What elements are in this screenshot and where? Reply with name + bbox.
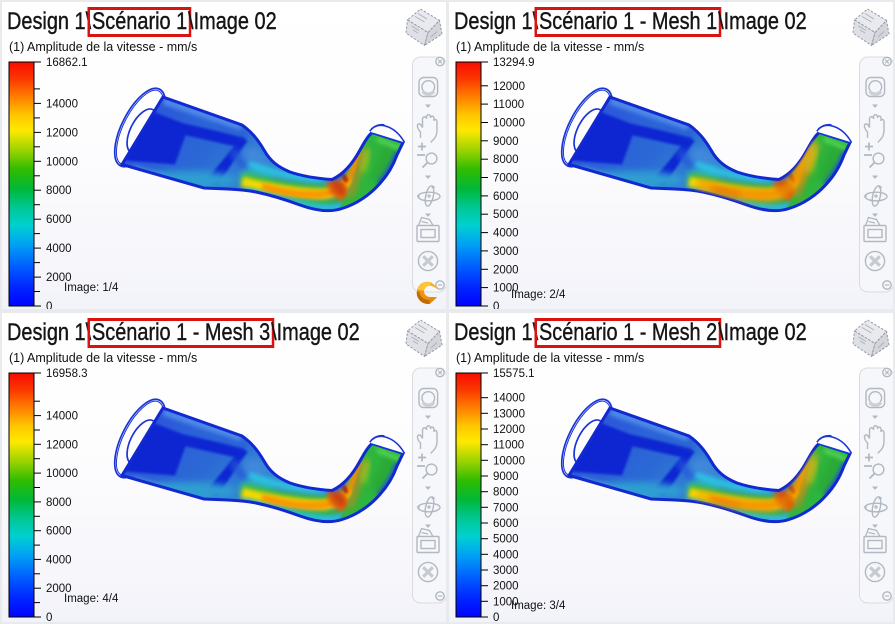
svg-text:2000: 2000 <box>493 581 519 593</box>
svg-text:0: 0 <box>46 612 52 622</box>
svg-text:12000: 12000 <box>46 127 78 139</box>
svg-text:8000: 8000 <box>493 154 519 166</box>
svg-text:5000: 5000 <box>493 534 519 546</box>
svg-text:9000: 9000 <box>493 471 519 483</box>
svg-text:0: 0 <box>493 301 499 309</box>
svg-text:10000: 10000 <box>493 455 525 467</box>
svg-text:7000: 7000 <box>493 502 519 514</box>
svg-text:3000: 3000 <box>493 246 519 258</box>
svg-text:13000: 13000 <box>493 408 525 420</box>
svg-text:8000: 8000 <box>46 185 72 197</box>
svg-text:6000: 6000 <box>493 518 519 530</box>
svg-text:16862.1: 16862.1 <box>46 57 88 69</box>
svg-text:1000: 1000 <box>493 596 519 608</box>
svg-text:4000: 4000 <box>46 243 72 255</box>
svg-text:4000: 4000 <box>46 554 72 566</box>
svg-text:5000: 5000 <box>493 209 519 221</box>
svg-text:9000: 9000 <box>493 136 519 148</box>
svg-text:10000: 10000 <box>46 468 78 480</box>
svg-text:12000: 12000 <box>493 424 525 436</box>
svg-text:2000: 2000 <box>493 264 519 276</box>
svg-text:11000: 11000 <box>493 440 524 452</box>
svg-text:1000: 1000 <box>493 283 519 295</box>
svg-text:8000: 8000 <box>46 497 72 509</box>
svg-text:6000: 6000 <box>46 526 72 538</box>
svg-text:10000: 10000 <box>46 156 78 168</box>
svg-text:14000: 14000 <box>46 98 78 110</box>
svg-text:3000: 3000 <box>493 565 519 577</box>
svg-text:6000: 6000 <box>46 214 72 226</box>
svg-text:2000: 2000 <box>46 583 72 595</box>
svg-text:12000: 12000 <box>46 439 78 451</box>
svg-text:4000: 4000 <box>493 549 519 561</box>
svg-text:0: 0 <box>493 612 499 622</box>
svg-text:15575.1: 15575.1 <box>493 368 535 380</box>
svg-text:14000: 14000 <box>493 393 525 405</box>
svg-text:10000: 10000 <box>493 118 525 130</box>
svg-text:8000: 8000 <box>493 487 519 499</box>
svg-text:6000: 6000 <box>493 191 519 203</box>
svg-text:13294.9: 13294.9 <box>493 57 535 69</box>
svg-text:2000: 2000 <box>46 272 72 284</box>
svg-text:7000: 7000 <box>493 173 519 185</box>
svg-text:12000: 12000 <box>493 81 525 93</box>
svg-text:4000: 4000 <box>493 228 519 240</box>
svg-text:16958.3: 16958.3 <box>46 368 88 380</box>
svg-text:14000: 14000 <box>46 411 78 423</box>
svg-text:0: 0 <box>46 301 52 309</box>
svg-text:11000: 11000 <box>493 99 524 111</box>
